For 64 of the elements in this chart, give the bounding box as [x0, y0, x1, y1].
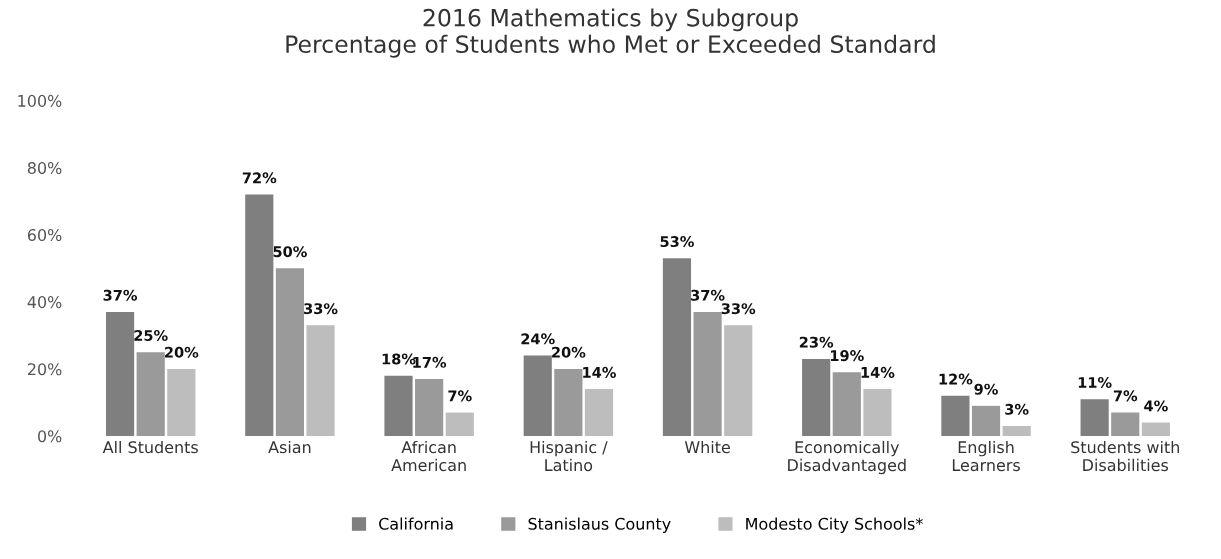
legend-label: California — [379, 517, 453, 530]
bar — [554, 368, 583, 437]
bar — [445, 412, 474, 437]
x-tick-label: Students with Disabilities — [1071, 440, 1179, 472]
data-label: 7% — [1113, 390, 1138, 402]
data-label: 11% — [1078, 376, 1112, 388]
data-label: 24% — [521, 333, 555, 345]
legend-label: Modesto City Schools* — [746, 517, 923, 533]
y-tick-label: 80% — [27, 161, 62, 174]
x-tick-label: Asian — [268, 440, 311, 454]
data-label: 9% — [974, 383, 998, 395]
bar — [693, 311, 722, 437]
data-label: 23% — [799, 336, 834, 348]
bar — [584, 389, 614, 437]
x-tick-label: Hispanic / Latino — [530, 440, 608, 472]
data-label: 12% — [939, 373, 973, 385]
chart-title: 2016 Mathematics by Subgroup Percentage of Students who Met or Exceeded Standard — [286, 8, 935, 58]
bar — [245, 194, 274, 437]
data-label: 7% — [448, 390, 472, 402]
bar — [724, 325, 753, 437]
data-label: 14% — [861, 366, 895, 378]
bar — [415, 379, 444, 437]
bar — [384, 375, 413, 437]
bar — [1002, 425, 1031, 437]
x-tick-label: African American — [391, 440, 466, 472]
data-label: 3% — [1005, 403, 1029, 415]
bar — [1141, 422, 1170, 437]
data-label: 4% — [1144, 400, 1168, 412]
bar — [1080, 399, 1109, 437]
bar — [662, 258, 692, 437]
legend-label: Stanislaus County — [528, 517, 671, 533]
data-label: 20% — [165, 346, 199, 358]
y-tick-label: 0% — [38, 430, 62, 443]
y-tick-label: 20% — [27, 363, 62, 376]
x-tick-label: White — [684, 440, 730, 454]
y-tick-label: 100% — [18, 94, 62, 107]
bar — [275, 268, 304, 437]
data-label: 72% — [242, 172, 277, 184]
bar — [802, 358, 831, 437]
bar — [105, 311, 135, 437]
bar — [136, 352, 165, 437]
x-tick-label: English Learners — [952, 440, 1020, 472]
bar — [971, 405, 1001, 437]
y-tick-label: 40% — [27, 296, 62, 309]
y-tick-label: 60% — [27, 228, 62, 242]
data-label: 25% — [134, 329, 168, 342]
data-label: 50% — [273, 246, 307, 258]
data-label: 14% — [583, 366, 616, 378]
data-label: 37% — [103, 289, 138, 301]
data-label: 33% — [721, 303, 756, 315]
data-label: 19% — [831, 350, 864, 362]
data-label: 33% — [304, 303, 338, 315]
bar — [523, 355, 552, 437]
bar — [863, 389, 892, 437]
bar — [167, 368, 196, 437]
bar — [1111, 412, 1140, 437]
x-tick-label: Economically Disadvantaged — [788, 440, 906, 475]
bar — [306, 325, 335, 437]
bar — [941, 395, 970, 437]
bar — [832, 372, 861, 437]
x-tick-label: All Students — [102, 440, 198, 454]
data-label: 53% — [660, 236, 694, 248]
data-label: 37% — [691, 289, 725, 301]
data-label: 20% — [552, 346, 586, 358]
